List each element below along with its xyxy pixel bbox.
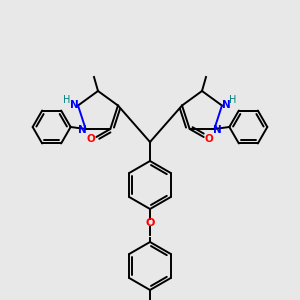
- Text: H: H: [63, 94, 71, 104]
- Text: N: N: [70, 100, 78, 110]
- Text: N: N: [213, 125, 222, 135]
- Text: N: N: [78, 125, 87, 135]
- Text: O: O: [87, 134, 96, 144]
- Text: N: N: [222, 100, 230, 110]
- Text: O: O: [145, 218, 155, 228]
- Text: H: H: [229, 94, 237, 104]
- Text: O: O: [204, 134, 213, 144]
